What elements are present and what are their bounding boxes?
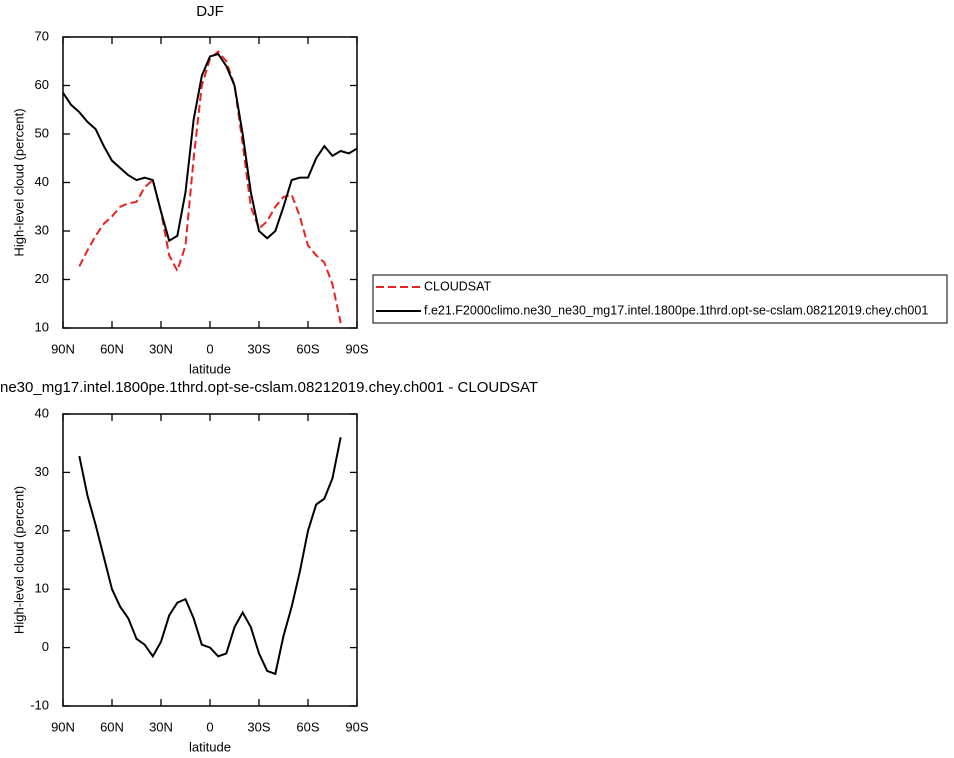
y-tick-label: 20 xyxy=(35,522,49,537)
plot-frame xyxy=(62,36,358,329)
chart-title: DJF xyxy=(196,3,224,20)
y-tick-label: 30 xyxy=(35,464,49,479)
y-tick-label: 40 xyxy=(35,405,49,420)
y-tick-label: 10 xyxy=(35,581,49,596)
x-tick-label: 90N xyxy=(51,719,75,734)
x-tick-label: 90S xyxy=(345,719,368,734)
x-axis-label: latitude xyxy=(189,361,231,376)
x-axis-label: latitude xyxy=(189,739,231,754)
y-tick-label: 0 xyxy=(42,639,49,654)
y-axis-label: High-level cloud (percent) xyxy=(11,108,26,256)
x-tick-label: 60S xyxy=(296,341,319,356)
y-tick-label: 60 xyxy=(35,77,49,92)
plot-frame xyxy=(62,413,358,707)
x-tick-label: 30N xyxy=(149,341,173,356)
legend-label: CLOUDSAT xyxy=(424,279,492,293)
line-series xyxy=(78,50,342,324)
legend-label: f.e21.F2000climo.ne30_ne30_mg17.intel.18… xyxy=(424,303,928,317)
x-tick-label: 0 xyxy=(206,719,213,734)
x-tick-label: 90N xyxy=(51,341,75,356)
x-tick-label: 30S xyxy=(247,341,270,356)
y-tick-label: 70 xyxy=(35,28,49,43)
x-tick-label: 30N xyxy=(149,719,173,734)
y-tick-label: 10 xyxy=(35,319,49,334)
x-tick-label: 90S xyxy=(345,341,368,356)
y-axis-label: High-level cloud (percent) xyxy=(11,486,26,634)
y-tick-label: 20 xyxy=(35,271,49,286)
chart-title: ne30_mg17.intel.1800pe.1thrd.opt-se-csla… xyxy=(0,379,538,396)
x-tick-label: 60N xyxy=(100,341,124,356)
y-tick-label: 40 xyxy=(35,174,49,189)
x-tick-label: 30S xyxy=(247,719,270,734)
y-tick-label: 30 xyxy=(35,222,49,237)
y-tick-label: 50 xyxy=(35,125,49,140)
x-tick-label: 0 xyxy=(206,341,213,356)
x-tick-label: 60N xyxy=(100,719,124,734)
line-series xyxy=(78,437,342,676)
line-series xyxy=(62,52,358,243)
legend-box xyxy=(372,274,948,324)
y-tick-label: -10 xyxy=(30,697,49,712)
x-tick-label: 60S xyxy=(296,719,319,734)
